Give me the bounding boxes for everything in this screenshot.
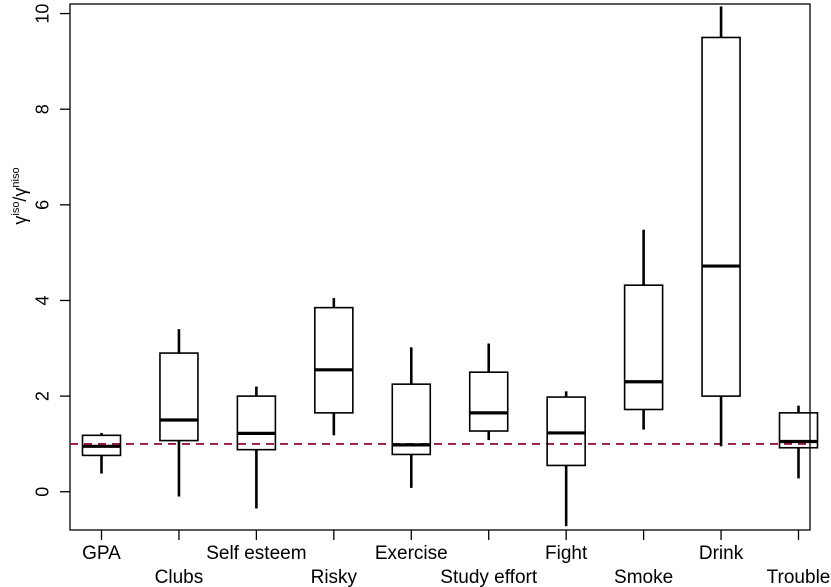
x-category-label: Self esteem: [206, 543, 306, 564]
x-category-label: Risky: [311, 567, 358, 587]
x-category-label: Study effort: [440, 567, 538, 587]
iqr-box: [546, 396, 586, 467]
box-risky: [314, 298, 354, 436]
x-category-label: Fight: [545, 543, 588, 564]
box-self-esteem: [236, 386, 277, 509]
iqr-box: [778, 412, 819, 449]
box-fight: [546, 391, 586, 527]
y-tick-label: 0: [33, 487, 53, 497]
y-tick-label: 10: [33, 4, 53, 24]
y-label-base-1: γ: [10, 216, 30, 225]
x-category-label: Smoke: [614, 567, 673, 587]
x-category-label: GPA: [82, 543, 121, 564]
iqr-box: [314, 306, 354, 414]
y-tick-label: 6: [33, 200, 53, 210]
box-trouble: [778, 405, 819, 479]
box-exercise: [391, 347, 432, 488]
plot-frame: [69, 3, 811, 531]
x-category-label: Exercise: [375, 543, 448, 564]
box-smoke: [623, 229, 664, 430]
y-label-base-2: γ: [10, 188, 30, 197]
boxes-group: [81, 6, 819, 527]
iqr-box: [236, 395, 277, 451]
x-category-label: Drink: [699, 543, 744, 564]
iqr-box: [701, 36, 741, 397]
box-clubs: [159, 329, 199, 497]
y-axis: 0 2 4 6 8 10: [33, 4, 70, 497]
iqr-box: [391, 383, 432, 456]
y-axis-label: γiso/γniso: [10, 167, 30, 224]
iqr-box: [623, 284, 664, 411]
box-gpa: [81, 432, 122, 474]
iqr-box: [159, 352, 199, 442]
y-tick-label: 2: [33, 391, 53, 401]
x-category-label: Clubs: [155, 567, 204, 587]
box-drink: [701, 6, 741, 447]
y-label-sup-2: niso: [10, 167, 22, 187]
iqr-box: [468, 371, 509, 432]
x-category-label: Trouble: [767, 567, 831, 587]
y-label-sup-1: iso: [10, 202, 22, 216]
y-tick-label: 4: [33, 295, 53, 305]
box-study-effort: [468, 343, 509, 441]
y-label-sep: /: [10, 197, 30, 202]
y-tick-label: 8: [33, 104, 53, 114]
